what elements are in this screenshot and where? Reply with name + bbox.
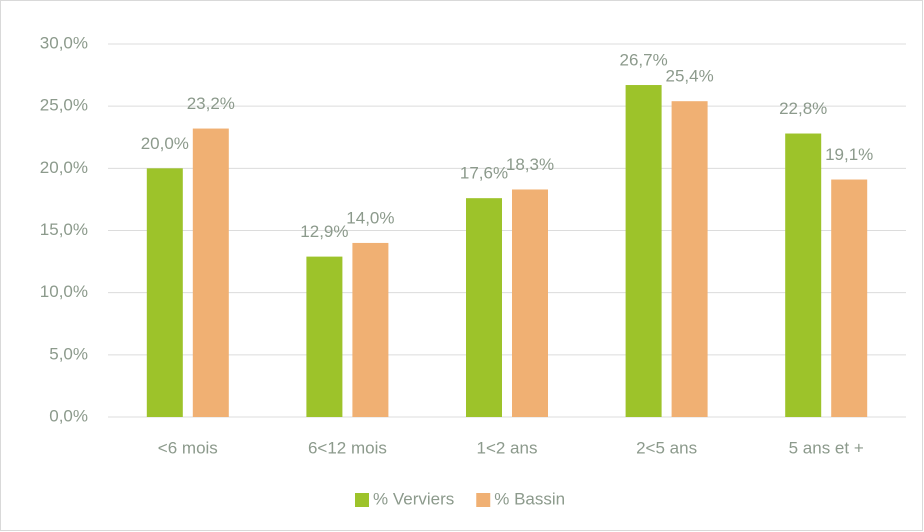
- bar: [671, 101, 708, 418]
- x-tick-label: 6<12 mois: [308, 438, 387, 457]
- data-label: 26,7%: [619, 51, 667, 70]
- data-label: 19,1%: [825, 145, 873, 164]
- data-label: 22,8%: [779, 99, 827, 118]
- bar: [785, 133, 822, 417]
- y-tick-label: 10,0%: [40, 282, 88, 301]
- y-tick-label: 5,0%: [49, 344, 88, 363]
- x-tick-label: 1<2 ans: [477, 438, 538, 457]
- data-label: 18,3%: [506, 155, 554, 174]
- legend-swatch: [476, 493, 491, 507]
- bar: [306, 256, 343, 417]
- legend-label: % Verviers: [373, 489, 454, 508]
- x-tick-label: 5 ans et +: [789, 438, 864, 457]
- y-tick-label: 0,0%: [49, 406, 88, 425]
- y-tick-label: 20,0%: [40, 158, 88, 177]
- bar: [831, 179, 868, 417]
- bar: [625, 85, 662, 417]
- legend-label: % Bassin: [494, 489, 565, 508]
- data-label: 12,9%: [300, 222, 348, 241]
- bar: [146, 168, 183, 417]
- data-label: 17,6%: [460, 164, 508, 183]
- bar: [352, 242, 389, 417]
- legend-swatch: [355, 493, 369, 507]
- bar: [192, 128, 229, 417]
- data-label: 20,0%: [141, 134, 189, 153]
- x-tick-label: 2<5 ans: [636, 438, 697, 457]
- bar: [512, 189, 548, 417]
- y-tick-label: 15,0%: [40, 220, 88, 239]
- y-tick-label: 30,0%: [40, 33, 88, 52]
- x-tick-label: <6 mois: [158, 438, 218, 457]
- data-label: 23,2%: [187, 94, 235, 113]
- y-tick-label: 25,0%: [40, 96, 88, 115]
- bar: [466, 198, 502, 417]
- data-label: 25,4%: [665, 67, 713, 86]
- data-label: 14,0%: [346, 208, 394, 227]
